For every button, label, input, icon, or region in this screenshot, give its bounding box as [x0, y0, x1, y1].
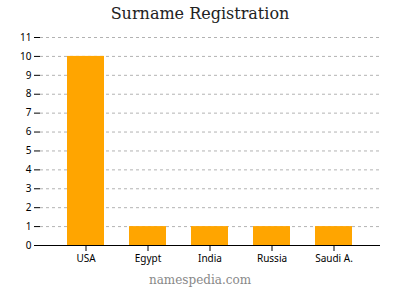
svg-text:0: 0	[26, 238, 32, 252]
svg-text:Saudi A.: Saudi A.	[315, 251, 353, 265]
svg-text:6: 6	[26, 124, 32, 138]
svg-text:9: 9	[26, 68, 32, 82]
svg-text:7: 7	[26, 105, 32, 119]
html-text:Surname Registration: Surname Registration	[110, 4, 290, 23]
html-text:namespedia.com: namespedia.com	[148, 273, 252, 287]
svg-text:1: 1	[26, 219, 32, 233]
svg-text:4: 4	[26, 162, 32, 176]
svg-text:8: 8	[26, 86, 32, 100]
svg-text:10: 10	[20, 49, 32, 63]
svg-text:11: 11	[20, 30, 31, 44]
svg-text:USA: USA	[76, 251, 96, 265]
svg-text:3: 3	[26, 181, 32, 195]
svg-text:2: 2	[26, 200, 32, 214]
svg-text:Russia: Russia	[257, 251, 287, 265]
svg-text:Egypt: Egypt	[135, 251, 162, 265]
svg-text:India: India	[198, 251, 222, 265]
svg-text:5: 5	[26, 143, 32, 157]
